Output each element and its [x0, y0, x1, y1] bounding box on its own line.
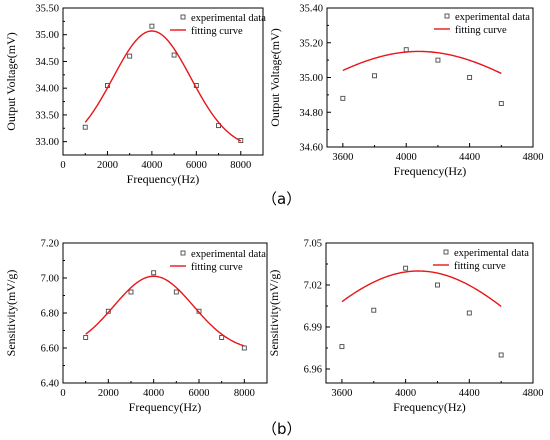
chart-sensitivity-wide: 0 2000 4000 6000 8000 6.40 6.60 6.80 7.00 7.20 Fre…	[4, 239, 268, 414]
y-tick-label: 7.20	[41, 239, 59, 250]
x-tick-label: 0	[60, 388, 65, 399]
y-tick-label: 34.50	[35, 57, 59, 68]
legend-label: experimental data	[191, 13, 266, 24]
plot-frame	[325, 242, 534, 384]
y-tick-label: 35.00	[35, 30, 59, 41]
data-point	[498, 101, 504, 107]
y-tick-label: 35.00	[299, 73, 323, 84]
legend-marker-experimental	[180, 14, 186, 20]
legend-label: experimental data	[191, 249, 266, 260]
y-axis-title: Sensitivity(mV/g)	[4, 270, 18, 357]
x-tick-label: 6000	[189, 388, 210, 399]
x-axis-title: Frequency(Hz)	[127, 172, 200, 186]
fitting-curve-line	[84, 30, 242, 142]
y-axis-title: Output Voltage(mV)	[268, 28, 282, 127]
y-tick-label: 35.40	[299, 4, 323, 15]
y-axis-title: Sensitivity(mV/g)	[267, 270, 281, 357]
fitting-curve-line	[342, 50, 502, 75]
data-point	[173, 289, 179, 295]
data-point	[83, 335, 89, 340]
y-axis-title: Output Voltage(mV)	[4, 32, 18, 131]
data-point	[435, 57, 441, 63]
y-tick-label: 7.00	[41, 274, 59, 285]
y-tick-label: 35.20	[299, 38, 323, 49]
y-tick-label: 34.80	[299, 108, 323, 119]
legend-label: fitting curve	[191, 26, 243, 37]
x-axis-title: Frequency(Hz)	[394, 164, 467, 178]
y-tick-label: 6.60	[41, 344, 59, 355]
data-point	[435, 282, 440, 288]
y-tick-label: 7.02	[304, 281, 322, 292]
y-tick-label: 6.80	[41, 309, 59, 320]
legend-marker-experimental	[443, 249, 449, 255]
legend-label: fitting curve	[191, 262, 243, 273]
data-point	[149, 23, 155, 29]
legend-label: experimental data	[455, 12, 530, 23]
data-point	[127, 53, 133, 59]
x-tick-label: 4400	[459, 152, 480, 163]
x-tick-label: 6000	[186, 160, 207, 171]
x-tick-label: 4000	[143, 388, 164, 399]
data-point	[372, 73, 377, 79]
chart-sensitivity-narrow: 3600 4000 4400 4800 6.96 6.99 7.02 7.05 Frequenc…	[267, 239, 544, 415]
y-tick-label: 33.00	[35, 137, 59, 148]
x-tick-label: 4000	[141, 160, 162, 171]
fitting-curve-line	[85, 275, 245, 347]
chart-voltage-narrow: 3600 4000 4400 4800 34.60 34.80 35.00 35.20 35.4…	[268, 4, 544, 179]
x-tick-label: 4000	[396, 152, 417, 163]
y-tick-label: 6.99	[304, 323, 322, 334]
x-tick-label: 2000	[97, 160, 118, 171]
data-point	[340, 95, 346, 101]
data-point	[403, 47, 409, 53]
caption-b: （b）	[262, 420, 302, 438]
data-point	[171, 52, 177, 58]
legend-marker-experimental	[444, 13, 450, 19]
y-tick-label: 6.96	[304, 365, 322, 376]
data-point	[498, 352, 504, 358]
y-tick-label: 35.50	[35, 4, 59, 15]
y-tick-label: 33.50	[35, 110, 59, 121]
data-point	[339, 344, 345, 350]
x-tick-label: 3600	[332, 152, 353, 163]
data-point	[151, 270, 157, 276]
legend-marker-experimental	[180, 250, 186, 256]
plot-frame	[62, 7, 264, 156]
x-tick-label: 8000	[234, 388, 255, 399]
data-point	[371, 307, 377, 313]
x-tick-label: 3600	[331, 388, 352, 399]
x-tick-label: 4000	[395, 388, 416, 399]
data-point	[128, 289, 134, 295]
x-tick-label: 4400	[459, 388, 480, 399]
y-tick-label: 34.00	[35, 84, 59, 95]
data-point	[403, 265, 409, 271]
caption-a: （a）	[262, 190, 302, 208]
data-point	[241, 345, 247, 351]
y-tick-label: 7.05	[304, 239, 322, 250]
fitting-curve-line	[341, 270, 502, 308]
x-tick-label: 8000	[230, 160, 251, 171]
x-axis-title: Frequency(Hz)	[393, 400, 466, 414]
data-point	[219, 335, 225, 340]
data-point	[82, 124, 88, 130]
data-point	[466, 310, 472, 316]
x-axis-title: Frequency(Hz)	[129, 400, 202, 414]
x-tick-label: 2000	[98, 388, 119, 399]
legend-label: fitting curve	[454, 261, 506, 272]
chart-voltage-wide: 0 2000 4000 6000 8000 33.00 33.50 34.00 34.50 35.…	[4, 4, 266, 187]
legend-label: fitting curve	[455, 25, 507, 36]
legend-label: experimental data	[454, 248, 529, 259]
x-tick-label: 0	[60, 160, 65, 171]
y-tick-label: 6.40	[41, 379, 59, 390]
y-tick-label: 34.60	[299, 143, 323, 154]
data-point	[467, 75, 473, 80]
x-tick-label: 4800	[523, 152, 544, 163]
x-tick-label: 4800	[523, 388, 544, 399]
